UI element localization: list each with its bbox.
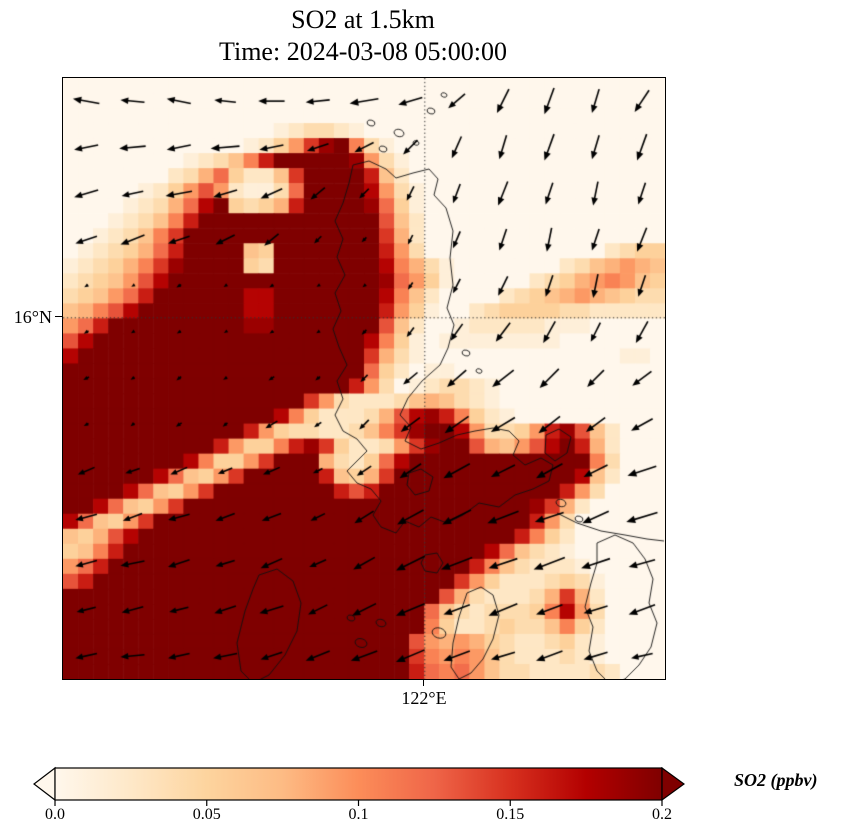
colorbar: 0.0 0.05 0.1 0.15 0.2	[33, 766, 686, 836]
plot-subtitle-time: Time: 2024-03-08 05:00:00	[219, 37, 507, 66]
x-axis-tick-label: 122°E	[401, 688, 447, 708]
colorbar-tick-label: 0.05	[192, 806, 221, 823]
colorbar-tick-label: 0.2	[652, 806, 672, 823]
colorbar-over-arrow	[661, 766, 686, 802]
y-axis-tick-mark	[55, 316, 62, 318]
colorbar-tick-label: 0.15	[496, 806, 525, 823]
colorbar-tick-label: 0.1	[348, 806, 369, 823]
map-canvas	[63, 78, 665, 679]
colorbar-tick-label: 0.0	[45, 806, 65, 823]
y-axis-tick-label: 16°N	[13, 307, 52, 327]
map-axes-frame	[62, 77, 666, 680]
colorbar-under-arrow	[33, 766, 56, 802]
colorbar-tick-marks	[54, 800, 663, 806]
plot-title: SO2 at 1.5km	[291, 5, 435, 34]
colorbar-label: SO2 (ppbv)	[734, 770, 818, 790]
x-axis-tick-mark	[423, 679, 425, 686]
colorbar-gradient-bar	[33, 766, 686, 806]
